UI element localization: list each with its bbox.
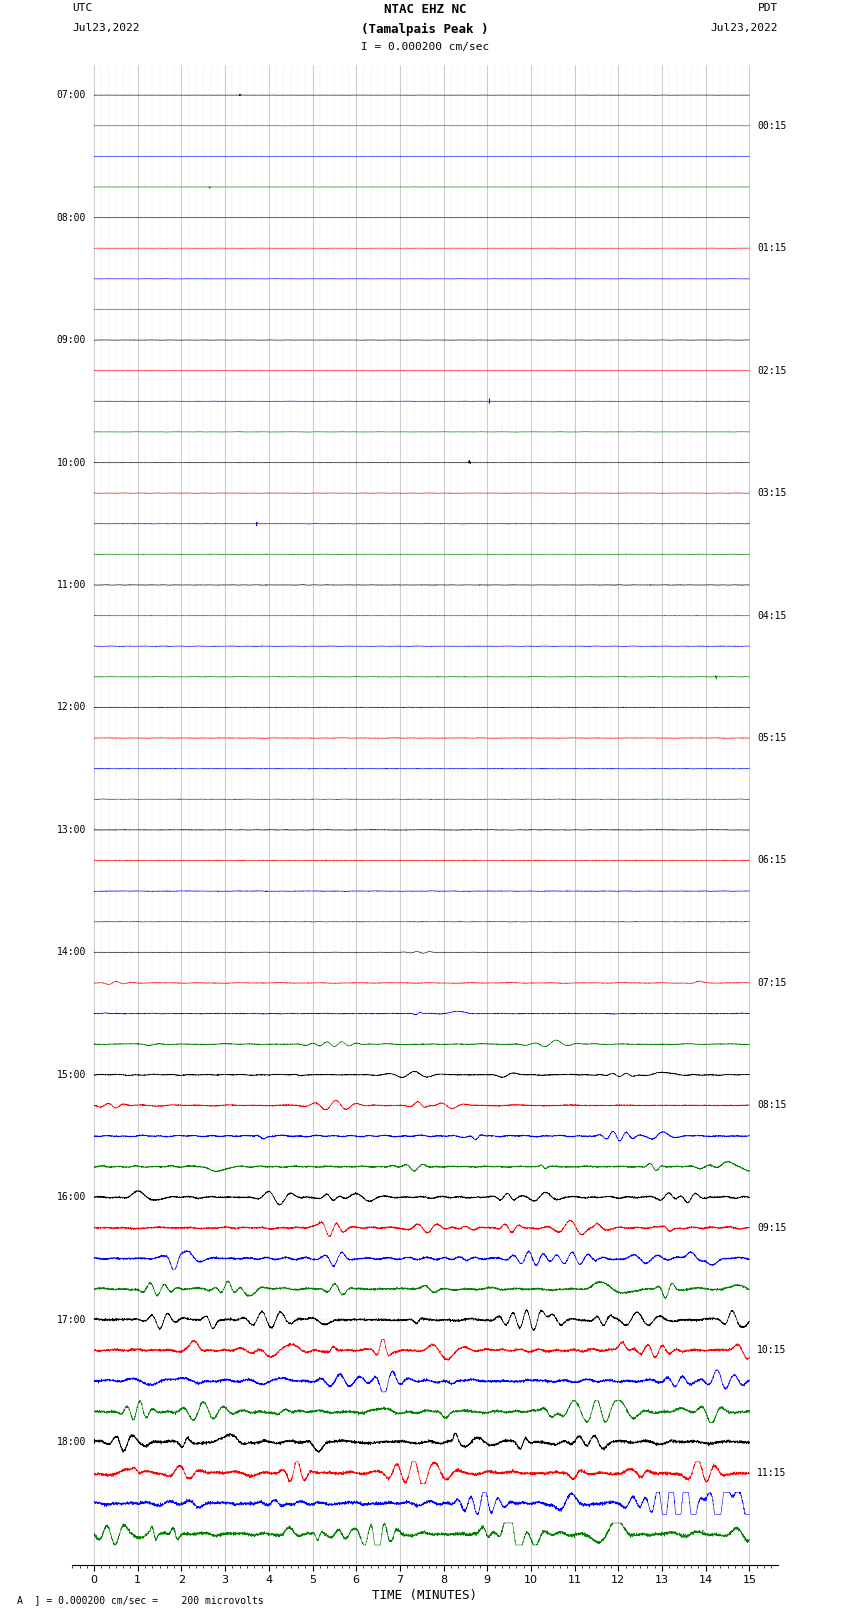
- Text: 13:00: 13:00: [57, 824, 86, 836]
- Text: UTC: UTC: [72, 3, 93, 13]
- Text: 06:15: 06:15: [757, 855, 786, 866]
- Text: 08:00: 08:00: [57, 213, 86, 223]
- Text: 01:15: 01:15: [757, 244, 786, 253]
- Text: (Tamalpais Peak ): (Tamalpais Peak ): [361, 23, 489, 35]
- Text: 18:00: 18:00: [57, 1437, 86, 1447]
- Text: 16:00: 16:00: [57, 1192, 86, 1202]
- Text: 05:15: 05:15: [757, 732, 786, 744]
- Text: PDT: PDT: [757, 3, 778, 13]
- Text: 11:00: 11:00: [57, 581, 86, 590]
- Text: NTAC EHZ NC: NTAC EHZ NC: [383, 3, 467, 16]
- Text: 09:15: 09:15: [757, 1223, 786, 1232]
- Text: 03:15: 03:15: [757, 489, 786, 498]
- Text: 11:15: 11:15: [757, 1468, 786, 1478]
- Text: 04:15: 04:15: [757, 611, 786, 621]
- Text: 07:15: 07:15: [757, 977, 786, 987]
- Text: Jul23,2022: Jul23,2022: [711, 23, 778, 32]
- Text: 07:00: 07:00: [57, 90, 86, 100]
- Text: 09:00: 09:00: [57, 336, 86, 345]
- Text: 10:00: 10:00: [57, 458, 86, 468]
- Text: I = 0.000200 cm/sec: I = 0.000200 cm/sec: [361, 42, 489, 52]
- Text: 15:00: 15:00: [57, 1069, 86, 1079]
- Text: 10:15: 10:15: [757, 1345, 786, 1355]
- Text: Jul23,2022: Jul23,2022: [72, 23, 139, 32]
- Text: A  ] = 0.000200 cm/sec =    200 microvolts: A ] = 0.000200 cm/sec = 200 microvolts: [17, 1595, 264, 1605]
- Text: 02:15: 02:15: [757, 366, 786, 376]
- Text: 00:15: 00:15: [757, 121, 786, 131]
- Text: 08:15: 08:15: [757, 1100, 786, 1110]
- Text: 12:00: 12:00: [57, 702, 86, 713]
- X-axis label: TIME (MINUTES): TIME (MINUTES): [372, 1589, 478, 1602]
- Text: 14:00: 14:00: [57, 947, 86, 958]
- Text: 17:00: 17:00: [57, 1315, 86, 1324]
